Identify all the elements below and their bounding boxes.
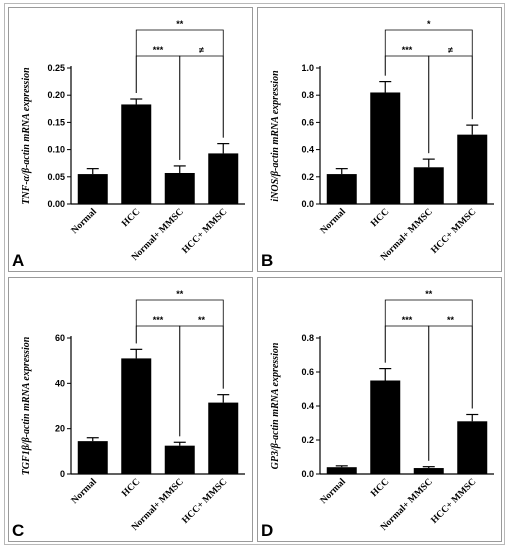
y-tick-label: 0.4 (301, 401, 314, 411)
y-axis-label: TGF1β/β-actin mRNA expression (21, 336, 32, 475)
category-label: HCC (369, 207, 391, 229)
significance-label: *** (153, 315, 164, 325)
bar (77, 441, 108, 474)
y-tick-label: 0.8 (301, 90, 314, 100)
panel-d: 0.0 0.2 0.4 0.6 0.8 GP3/β-actin mRNA expressi… (257, 277, 502, 542)
y-tick-label: 0.25 (47, 63, 65, 73)
y-axis-label: iNOS/β-actin mRNA expression (270, 70, 281, 202)
category-label: HCC (369, 477, 391, 499)
figure-frame (4, 3, 505, 545)
bar (77, 174, 108, 204)
y-tick-label: 0.10 (47, 145, 65, 155)
category-label: HCC+ MMSC (181, 207, 230, 256)
y-tick-label: 40 (55, 378, 65, 388)
y-tick-label: 20 (55, 424, 65, 434)
panel-label-c: C (12, 521, 25, 540)
significance-label: *** (153, 45, 164, 55)
significance-label: ≠ (199, 45, 204, 55)
category-label: HCC+ MMSC (430, 207, 479, 256)
y-tick-label: 0.0 (301, 469, 314, 479)
significance-bracket (384, 299, 473, 409)
category-label: HCC (120, 207, 142, 229)
category-label: Normal (70, 477, 99, 506)
chart-svg: 0 20 40 60 TGF1β/β-actin mRNA expression Norm… (21, 289, 245, 533)
y-tick-label: 0.20 (47, 90, 65, 100)
significance-label: ** (198, 315, 206, 325)
y-tick-label: 0.2 (301, 172, 314, 182)
category-label: Normal (319, 207, 348, 236)
significance-label: ≠ (448, 45, 453, 55)
chart-svg: 0.00 0.05 0.10 0.15 0.20 0.25 TNF-α/β-actin mR… (21, 19, 245, 263)
panel-a: 0.00 0.05 0.10 0.15 0.20 0.25 TNF-α/β-actin mR… (8, 7, 253, 272)
y-tick-label: 0.0 (301, 199, 314, 209)
category-label: HCC+ MMSC (181, 477, 230, 526)
y-tick-label: 0.05 (47, 172, 65, 182)
y-tick-label: 1.0 (301, 63, 314, 73)
significance-bracket (179, 55, 224, 160)
significance-label: *** (402, 45, 413, 55)
panel-label-b: B (261, 251, 274, 270)
bar (121, 358, 152, 474)
significance-label: ** (176, 289, 184, 299)
significance-label: * (427, 19, 431, 29)
significance-bracket (384, 29, 473, 120)
bar (326, 174, 357, 204)
bar (208, 153, 239, 204)
y-axis-label: GP3/β-actin mRNA expression (270, 342, 281, 469)
bar (164, 172, 195, 204)
y-tick-label: 0.00 (47, 199, 65, 209)
y-tick-label: 0.2 (301, 435, 314, 445)
significance-bracket (135, 29, 224, 138)
bar (457, 421, 488, 474)
y-axis-label: TNF-α/β-actin mRNA expression (21, 67, 32, 205)
category-label: HCC+ MMSC (430, 477, 479, 526)
panel-label-a: A (12, 251, 25, 270)
y-tick-label: 60 (55, 333, 65, 343)
y-tick-label: 0.4 (301, 145, 314, 155)
chart-svg: 0.0 0.2 0.4 0.6 0.8 1.0 iNOS/β-actin mRNA expr… (270, 19, 494, 263)
y-tick-label: 0.6 (301, 117, 314, 127)
bar (326, 467, 357, 474)
bar (121, 104, 152, 204)
category-label: Normal (319, 477, 348, 506)
y-tick-label: 0.6 (301, 367, 314, 377)
significance-label: *** (402, 315, 413, 325)
bar (370, 380, 401, 474)
category-label: HCC (120, 477, 142, 499)
y-tick-label: 0.15 (47, 117, 65, 127)
bar (164, 445, 195, 474)
bar (208, 402, 239, 474)
bar (370, 92, 401, 204)
panel-label-d: D (261, 521, 274, 540)
category-label: Normal (70, 207, 99, 236)
y-tick-label: 0.8 (301, 333, 314, 343)
bar (413, 468, 444, 474)
y-tick-label: 0 (60, 469, 65, 479)
panel-c: 0 20 40 60 TGF1β/β-actin mRNA expression Norm… (8, 277, 253, 542)
significance-bracket (135, 299, 224, 389)
panel-b: 0.0 0.2 0.4 0.6 0.8 1.0 iNOS/β-actin mRNA expr… (257, 7, 502, 272)
chart-svg: 0.0 0.2 0.4 0.6 0.8 GP3/β-actin mRNA expressi… (270, 289, 494, 533)
significance-label: ** (176, 19, 184, 29)
bar (457, 134, 488, 204)
significance-label: ** (447, 315, 455, 325)
significance-label: ** (425, 289, 433, 299)
bar (413, 167, 444, 204)
